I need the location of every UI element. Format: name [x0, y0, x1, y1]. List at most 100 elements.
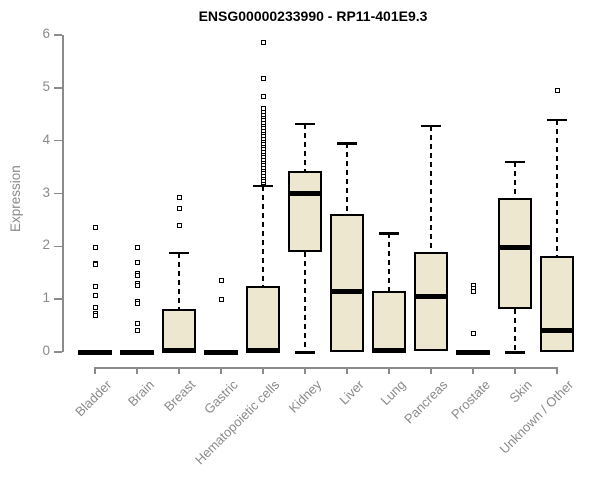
y-tick: [54, 298, 62, 300]
outlier-point: [260, 94, 266, 100]
outlier-point: [260, 39, 266, 45]
outlier-point: [470, 288, 476, 294]
box: [372, 291, 406, 352]
box: [330, 213, 364, 352]
whisker-upper: [304, 123, 306, 171]
y-tick: [54, 34, 62, 36]
median-line: [540, 328, 574, 334]
y-tick-label: 6: [42, 26, 50, 41]
x-tick-label: Prostate: [447, 377, 493, 422]
x-tick: [304, 367, 306, 374]
median-line: [162, 348, 196, 354]
outlier-point: [176, 222, 182, 228]
outlier-point: [92, 304, 98, 310]
median-line: [204, 349, 238, 355]
whisker-upper: [556, 119, 558, 256]
x-tick: [556, 367, 558, 374]
box: [498, 197, 532, 309]
outlier-point: [134, 259, 140, 265]
y-tick-label: 1: [42, 290, 50, 306]
median-line: [414, 294, 448, 300]
x-tick-label: Skin: [506, 377, 535, 406]
median-line: [498, 244, 532, 250]
y-tick-label: 4: [42, 131, 50, 147]
whisker-upper: [262, 185, 264, 286]
y-tick: [54, 351, 62, 353]
box: [414, 251, 448, 351]
whisker-cap-upper: [253, 184, 273, 188]
outlier-point: [218, 278, 224, 284]
outlier-point: [134, 328, 140, 334]
x-tick-label: Liver: [336, 377, 367, 408]
outlier-point: [134, 321, 140, 327]
whisker-upper: [346, 143, 348, 214]
median-line: [456, 349, 490, 355]
whisker-cap-upper: [379, 232, 399, 235]
x-tick-label: Brain: [124, 377, 157, 410]
outlier-point: [134, 245, 140, 251]
x-tick: [346, 367, 348, 374]
median-line: [120, 349, 154, 355]
x-tick-label: Lung: [377, 377, 409, 409]
y-tick-label: 3: [42, 184, 50, 200]
whisker-cap-upper: [337, 142, 357, 145]
outlier-point: [92, 245, 98, 251]
median-line: [330, 288, 364, 294]
x-tick: [430, 367, 432, 374]
median-line: [288, 191, 322, 196]
whisker-upper: [388, 233, 390, 292]
chart-title: ENSG00000233990 - RP11-401E9.3: [198, 8, 428, 24]
outlier-point: [92, 224, 98, 230]
x-tick-label: Kidney: [285, 377, 325, 416]
y-axis-line: [62, 35, 64, 352]
outlier-point: [554, 87, 560, 93]
x-tick-label: Gastric: [200, 377, 241, 417]
outlier-point: [260, 106, 266, 112]
y-tick-label: 2: [42, 237, 50, 253]
outlier-point: [92, 313, 98, 319]
outlier-point: [134, 283, 140, 289]
whisker-upper: [178, 252, 180, 309]
whisker-cap-lower: [295, 351, 315, 354]
x-tick: [262, 367, 264, 374]
whisker-cap-upper: [421, 124, 441, 128]
y-tick: [54, 87, 62, 89]
whisker-cap-upper: [295, 122, 315, 126]
x-tick-label: Unknown / Other: [497, 377, 577, 457]
x-tick: [514, 367, 516, 374]
x-tick-label: Breast: [161, 377, 199, 415]
outlier-point: [218, 296, 224, 302]
whisker-cap-lower: [505, 351, 525, 354]
whisker-cap-upper: [169, 251, 189, 255]
whisker-upper: [430, 125, 432, 252]
x-tick-label: Pancreas: [401, 377, 451, 427]
x-tick: [178, 367, 180, 374]
x-tick: [472, 367, 474, 374]
x-tick-label: Bladder: [72, 377, 115, 420]
box: [162, 308, 196, 352]
median-line: [246, 348, 280, 354]
outlier-point: [134, 273, 140, 279]
outlier-point: [470, 331, 476, 336]
outlier-point: [92, 262, 98, 268]
outlier-point: [176, 205, 182, 211]
x-tick: [94, 367, 96, 374]
outlier-point: [134, 301, 140, 307]
x-axis-line: [94, 367, 558, 369]
outlier-point: [260, 76, 266, 82]
outlier-point: [176, 195, 182, 201]
box: [288, 170, 322, 252]
y-tick: [54, 245, 62, 248]
y-tick: [54, 192, 62, 195]
x-tick: [220, 367, 222, 374]
outlier-point: [92, 292, 98, 298]
x-tick: [136, 367, 138, 374]
whisker-cap-upper: [505, 160, 525, 164]
whisker-upper: [514, 161, 516, 198]
box: [246, 285, 280, 352]
median-line: [78, 349, 112, 355]
y-tick-label: 5: [42, 78, 50, 94]
y-tick-label: 0: [42, 343, 50, 358]
whisker-lower: [514, 308, 516, 352]
